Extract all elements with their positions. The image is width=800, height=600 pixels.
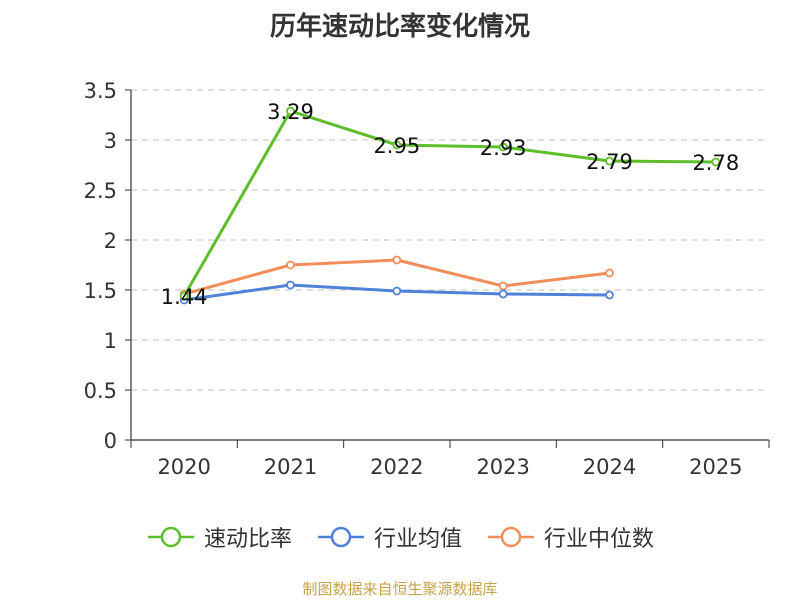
data-point bbox=[286, 260, 295, 270]
y-tick-label: 3 bbox=[104, 129, 117, 153]
legend-marker-icon bbox=[488, 526, 534, 548]
data-label: 2.79 bbox=[586, 150, 633, 174]
x-tick-label: 2023 bbox=[476, 455, 529, 479]
data-label: 2.93 bbox=[480, 136, 527, 160]
x-tick-label: 2020 bbox=[157, 455, 210, 479]
data-label: 1.44 bbox=[161, 285, 208, 309]
source-note: 制图数据来自恒生聚源数据库 bbox=[302, 580, 498, 598]
data-label: 2.95 bbox=[373, 134, 420, 158]
legend-item[interactable]: 速动比率 bbox=[146, 521, 292, 553]
y-tick-label: 0 bbox=[104, 429, 117, 453]
data-point bbox=[498, 142, 508, 152]
data-point bbox=[392, 140, 402, 150]
x-tick-label: 2024 bbox=[583, 455, 636, 479]
y-tick-label: 2 bbox=[104, 229, 117, 253]
y-tick-label: 1 bbox=[104, 329, 117, 353]
legend-marker-icon bbox=[317, 526, 364, 548]
y-tick-label: 3.5 bbox=[84, 79, 117, 103]
data-point bbox=[498, 289, 508, 299]
data-point bbox=[605, 290, 614, 300]
y-tick-label: 2.5 bbox=[84, 179, 117, 203]
y-tick-label: 1.5 bbox=[84, 279, 117, 303]
x-tick-label: 2022 bbox=[370, 455, 423, 479]
grid-lines bbox=[131, 89, 769, 391]
data-labels: 1.44 3.29 2.95 2.93 2.79 2.78 bbox=[161, 100, 739, 309]
data-point bbox=[392, 286, 402, 296]
x-tick-label: 2021 bbox=[264, 455, 317, 479]
series-lines bbox=[179, 106, 721, 305]
data-point bbox=[392, 255, 402, 265]
data-point bbox=[711, 157, 721, 167]
x-tick-label: 2025 bbox=[689, 455, 742, 479]
legend-label: 行业均值 bbox=[373, 527, 462, 552]
data-label: 2.78 bbox=[692, 151, 739, 175]
data-point bbox=[498, 281, 508, 291]
series-line-0 bbox=[182, 109, 716, 297]
legend-item[interactable]: 行业均值 bbox=[316, 521, 462, 553]
data-point bbox=[286, 280, 295, 290]
legend: 速动比率 行业均值 行业中位数 bbox=[0, 520, 800, 554]
legend-label: 行业中位数 bbox=[544, 527, 655, 552]
data-point bbox=[605, 156, 614, 166]
data-label: 3.29 bbox=[267, 100, 314, 124]
chart-title: 历年速动比率变化情况 bbox=[269, 12, 530, 42]
data-point bbox=[605, 268, 614, 278]
legend-label: 速动比率 bbox=[203, 527, 292, 552]
y-tick-label: 0.5 bbox=[84, 379, 117, 403]
data-point bbox=[179, 291, 189, 301]
legend-marker-icon bbox=[147, 526, 194, 548]
data-point bbox=[286, 106, 295, 116]
legend-item[interactable]: 行业中位数 bbox=[486, 521, 654, 553]
axes: 0 0.5 1 1.5 2 2.5 3 3.5 2020 2021 2022 2023 2024 2025 bbox=[84, 79, 770, 479]
